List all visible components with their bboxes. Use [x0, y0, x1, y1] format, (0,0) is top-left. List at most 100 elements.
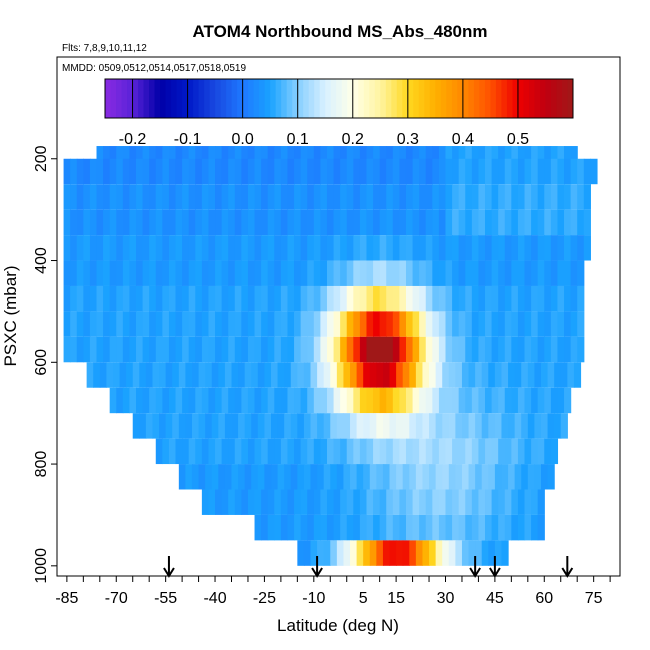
- heatmap-cell: [178, 413, 186, 439]
- heatmap-cell: [83, 285, 91, 312]
- heatmap-cell: [445, 184, 453, 210]
- heatmap-cell: [244, 362, 252, 388]
- heatmap-cell: [534, 464, 542, 490]
- colorbar-segment: [138, 79, 145, 118]
- heatmap-cell: [303, 464, 312, 490]
- heatmap-cell: [228, 285, 236, 312]
- heatmap-cell: [303, 413, 312, 439]
- heatmap-cell: [287, 387, 295, 414]
- heatmap-cell: [557, 158, 565, 185]
- heatmap-cell: [379, 489, 387, 515]
- heatmap-cell: [531, 184, 539, 210]
- heatmap-cell: [392, 184, 400, 210]
- heatmap-cell: [382, 464, 391, 490]
- heatmap-cell: [297, 362, 305, 388]
- heatmap-cell: [550, 260, 559, 286]
- heatmap-cell: [208, 438, 216, 465]
- heatmap-cell: [373, 438, 381, 465]
- heatmap-cell: [241, 489, 249, 515]
- heatmap-cell: [211, 362, 219, 388]
- heatmap-cell: [195, 209, 203, 236]
- heatmap-cell: [392, 235, 400, 261]
- heatmap-cell: [326, 387, 335, 414]
- heatmap-cell: [280, 489, 289, 515]
- heatmap-cell: [445, 336, 453, 363]
- heatmap-cell: [531, 438, 539, 465]
- colorbar-segment: [424, 79, 431, 118]
- heatmap-cell: [524, 260, 532, 286]
- heatmap-cell: [103, 235, 111, 261]
- heatmap-cell: [70, 285, 78, 312]
- y-axis-label: PSXC (mbar): [1, 265, 20, 366]
- heatmap-cell: [300, 336, 308, 363]
- heatmap-cell: [241, 184, 249, 210]
- heatmap-cell: [129, 387, 137, 414]
- heatmap-cell: [537, 336, 545, 363]
- heatmap-cell: [257, 413, 266, 439]
- heatmap-cell: [280, 285, 289, 312]
- heatmap-cell: [267, 209, 275, 236]
- heatmap-cell: [570, 184, 578, 210]
- heatmap-cell: [435, 362, 443, 388]
- heatmap-cell: [261, 514, 269, 541]
- heatmap-cell: [554, 413, 562, 439]
- heatmap-cell: [136, 209, 144, 236]
- heatmap-cell: [531, 336, 539, 363]
- heatmap-cell: [481, 540, 489, 566]
- heatmap-cell: [488, 413, 496, 439]
- heatmap-cell: [438, 209, 447, 236]
- heatmap-cell: [320, 184, 328, 210]
- heatmap-cell: [267, 158, 275, 185]
- heatmap-cell: [465, 336, 473, 363]
- heatmap-cell: [182, 336, 190, 363]
- heatmap-cell: [234, 158, 242, 185]
- heatmap-cell: [369, 540, 377, 566]
- heatmap-cell: [524, 285, 532, 312]
- heatmap-cell: [172, 413, 180, 439]
- heatmap-cell: [405, 260, 414, 286]
- heatmap-cell: [392, 158, 400, 185]
- heatmap-cell: [287, 260, 295, 286]
- colorbar-segment: [325, 79, 332, 118]
- heatmap-cell: [366, 514, 374, 541]
- heatmap-cell: [504, 336, 512, 363]
- heatmap-cell: [168, 209, 177, 236]
- heatmap-cell: [320, 387, 328, 414]
- heatmap-cell: [399, 158, 407, 185]
- heatmap-cell: [201, 387, 210, 414]
- colorbar-segment: [556, 79, 563, 118]
- heatmap-cell: [132, 362, 140, 388]
- heatmap-cell: [442, 540, 450, 566]
- colorbar-frame: [104, 78, 574, 119]
- heatmap-cell: [445, 438, 453, 465]
- heatmap-cell: [333, 489, 341, 515]
- heatmap-cell: [517, 235, 526, 261]
- heatmap-cell: [116, 311, 124, 337]
- heatmap-cell: [577, 184, 585, 210]
- heatmap-cell: [514, 362, 522, 388]
- heatmap-cell: [350, 413, 358, 439]
- heatmap-cell: [333, 235, 341, 261]
- heatmap-cell: [504, 209, 512, 236]
- heatmap-cell: [287, 285, 295, 312]
- heatmap-cell: [455, 413, 463, 439]
- heatmap-cell: [531, 489, 539, 515]
- heatmap-cell: [504, 285, 512, 312]
- heatmap-cell: [517, 514, 526, 541]
- heatmap-cell: [149, 184, 157, 210]
- heatmap-cell: [557, 235, 565, 261]
- heatmap-cell: [511, 387, 519, 414]
- heatmap-cell: [494, 540, 503, 566]
- heatmap-cell: [320, 209, 328, 236]
- heatmap-cell: [267, 336, 275, 363]
- heatmap-cell: [458, 438, 466, 465]
- heatmap-cell: [109, 235, 117, 261]
- heatmap-cell: [485, 158, 493, 185]
- heatmap-cell: [498, 387, 506, 414]
- heatmap-cell: [432, 438, 440, 465]
- heatmap-cell: [399, 285, 407, 312]
- colorbar-segment: [402, 79, 409, 118]
- heatmap-cell: [330, 362, 338, 388]
- heatmap-cell: [241, 387, 249, 414]
- heatmap-cell: [116, 336, 124, 363]
